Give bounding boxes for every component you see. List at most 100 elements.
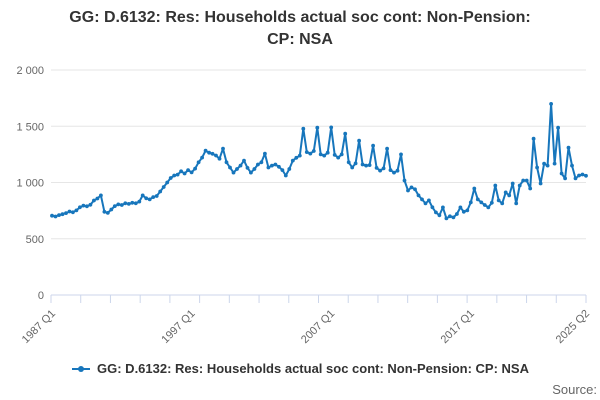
data-point-marker — [336, 155, 341, 160]
data-point-marker — [472, 186, 477, 191]
data-point-marker — [133, 201, 138, 206]
data-point-marker — [235, 167, 239, 171]
data-point-marker — [249, 170, 253, 175]
data-point-marker — [71, 210, 75, 215]
chart-title: GG: D.6132: Res: Households actual soc c… — [0, 7, 600, 52]
data-point-marker — [479, 200, 484, 205]
data-point-marker — [311, 149, 316, 153]
data-point-marker — [81, 203, 86, 208]
data-point-marker — [144, 196, 149, 201]
data-point-marker — [329, 125, 334, 130]
data-point-marker — [360, 162, 365, 167]
data-point-marker — [489, 200, 494, 205]
data-point-marker — [161, 185, 166, 189]
data-point-marker — [273, 162, 278, 167]
data-point-marker — [60, 212, 65, 217]
data-point-marker — [357, 138, 361, 143]
data-point-marker — [165, 180, 170, 185]
chart-plot-area: 0 500 1 000 1 500 2 000 1987 Q1 1997 Q1 2007 Q1… — [16, 65, 592, 346]
data-point-marker — [252, 167, 257, 171]
chart-title-line2: CP: NSA — [267, 31, 333, 49]
data-point-marker — [458, 205, 463, 210]
data-point-marker — [524, 178, 529, 183]
y-axis-tick-label: 500 — [26, 234, 44, 246]
data-point-marker — [444, 216, 449, 221]
data-point-marker — [137, 199, 142, 204]
data-point-marker — [322, 153, 327, 158]
data-point-marker — [378, 168, 382, 173]
data-point-marker — [214, 153, 218, 158]
data-point-marker — [549, 102, 553, 106]
data-point-marker — [283, 173, 288, 178]
data-point-marker — [238, 163, 243, 168]
data-point-marker — [570, 163, 574, 168]
x-axis-tick-label: 1997 Q1 — [159, 308, 197, 346]
data-point-marker — [448, 214, 452, 219]
data-point-marker — [92, 198, 96, 203]
data-point-marker — [231, 170, 236, 175]
data-point-marker — [556, 125, 560, 130]
data-point-marker — [64, 211, 68, 216]
data-point-marker — [325, 150, 330, 155]
data-point-marker — [350, 165, 355, 170]
data-point-marker — [402, 178, 407, 183]
data-point-marker — [521, 178, 526, 183]
data-point-marker — [50, 213, 54, 218]
data-point-marker — [207, 150, 212, 155]
data-point-marker — [154, 194, 159, 198]
data-point-marker — [468, 200, 473, 205]
data-point-marker — [266, 165, 271, 170]
data-point-marker — [416, 193, 421, 198]
data-point-marker — [482, 203, 487, 207]
data-point-marker — [175, 172, 180, 177]
data-point-marker — [57, 213, 61, 218]
data-point-marker — [151, 195, 156, 200]
data-point-marker — [409, 185, 414, 190]
data-point-marker — [507, 193, 512, 198]
data-point-marker — [193, 166, 198, 171]
data-point-marker — [315, 125, 320, 130]
data-point-marker — [343, 131, 348, 136]
data-point-marker — [339, 152, 344, 157]
x-axis-tick-label: 2007 Q1 — [299, 308, 337, 346]
data-point-marker — [552, 161, 557, 166]
data-point-marker — [221, 146, 225, 151]
data-point-marker — [140, 193, 145, 198]
data-point-marker — [53, 214, 58, 219]
data-point-marker — [294, 155, 299, 160]
data-point-marker — [573, 176, 578, 181]
data-point-marker — [374, 166, 379, 170]
data-point-marker — [179, 169, 184, 174]
data-point-marker — [538, 181, 543, 186]
data-point-marker — [256, 162, 260, 167]
data-point-marker — [259, 160, 264, 165]
data-point-marker — [514, 201, 519, 206]
data-point-marker — [486, 205, 491, 210]
data-point-marker — [528, 186, 533, 191]
data-point-marker — [461, 209, 466, 214]
chart-title-line1: GG: D.6132: Res: Households actual soc c… — [69, 9, 531, 26]
data-point-marker — [318, 152, 323, 157]
data-point-marker — [172, 173, 177, 178]
series-line[interactable] — [51, 102, 587, 220]
data-point-marker — [270, 163, 274, 168]
y-axis-tick-label: 0 — [38, 290, 44, 302]
data-point-marker — [290, 158, 295, 163]
data-point-marker — [304, 150, 309, 155]
data-point-marker — [245, 166, 250, 170]
data-point-marker — [364, 163, 368, 168]
data-point-marker — [451, 215, 456, 220]
data-point-marker — [580, 172, 585, 177]
data-point-marker — [67, 209, 72, 214]
x-axis-tick-label: 1987 Q1 — [20, 308, 58, 346]
data-point-marker — [287, 167, 292, 171]
data-point-marker — [346, 160, 351, 165]
data-point-marker — [385, 146, 389, 151]
legend-line-marker-icon — [71, 364, 91, 374]
data-point-marker — [542, 161, 546, 166]
legend-item[interactable]: GG: D.6132: Res: Households actual soc c… — [0, 361, 600, 376]
data-point-marker — [95, 196, 100, 201]
data-point-marker — [147, 197, 152, 202]
data-point-marker — [126, 202, 131, 206]
